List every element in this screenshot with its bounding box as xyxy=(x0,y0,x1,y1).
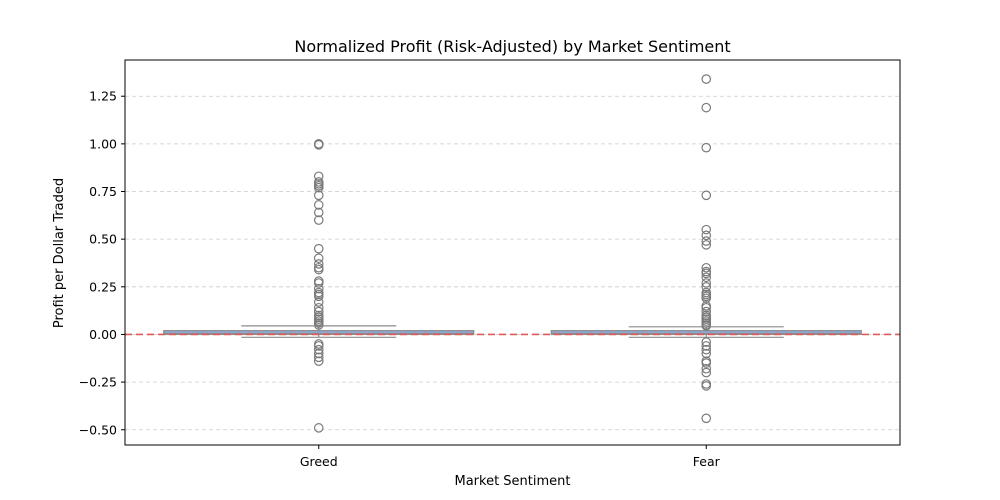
y-tick-label: 0.00 xyxy=(89,327,117,342)
outlier-point xyxy=(313,341,324,351)
outlier-point xyxy=(313,182,324,193)
y-tick-label: 1.25 xyxy=(89,89,117,104)
outlier-point xyxy=(701,230,712,241)
outlier-point xyxy=(701,348,712,359)
y-tick-label: 1.00 xyxy=(89,136,117,151)
outlier-point xyxy=(701,268,712,279)
outlier-point xyxy=(701,337,712,347)
outlier-point xyxy=(313,344,324,355)
outlier-point xyxy=(313,423,324,433)
outlier-point xyxy=(701,413,712,424)
outlier-point xyxy=(313,190,324,201)
outlier-point xyxy=(701,278,712,288)
outlier-point xyxy=(701,302,712,313)
outlier-point xyxy=(313,297,324,307)
outlier-point xyxy=(701,224,712,235)
outlier-point xyxy=(701,142,712,153)
outlier-point xyxy=(313,291,324,302)
outlier-point xyxy=(701,272,712,283)
box-fear xyxy=(550,74,862,424)
outlier-point xyxy=(701,102,712,113)
outlier-point xyxy=(313,253,324,264)
outlier-point xyxy=(701,293,712,304)
outlier-point xyxy=(313,171,324,182)
outlier-point xyxy=(313,283,324,294)
outlier-point xyxy=(701,358,712,368)
x-axis-label: Market Sentiment xyxy=(454,474,570,489)
outlier-point xyxy=(701,381,712,391)
y-tick-label: 0.25 xyxy=(89,279,117,294)
outlier-point xyxy=(313,259,324,269)
outlier-point xyxy=(701,236,712,246)
outlier-point xyxy=(313,200,324,210)
outlier-point xyxy=(313,348,324,359)
outlier-point xyxy=(313,140,324,150)
outlier-point xyxy=(701,344,712,355)
grid-lines xyxy=(125,95,900,431)
outlier-point xyxy=(313,215,324,225)
x-axis-ticks: Greed Fear xyxy=(300,445,721,469)
outlier-point xyxy=(313,264,324,275)
outlier-point xyxy=(313,278,324,288)
outlier-point xyxy=(701,262,712,273)
outlier-point xyxy=(701,363,712,374)
outlier-point xyxy=(701,367,712,378)
outlier-point xyxy=(313,352,324,363)
x-tick-label: Greed xyxy=(300,454,338,469)
outlier-point xyxy=(313,320,324,330)
x-tick-label: Fear xyxy=(693,454,721,469)
chart-title: Normalized Profit (Risk-Adjusted) by Mar… xyxy=(294,37,730,56)
outlier-point xyxy=(701,341,712,351)
outlier-point xyxy=(701,306,712,317)
outlier-point xyxy=(701,379,712,389)
box-greed xyxy=(163,139,475,433)
y-tick-label: −0.25 xyxy=(79,375,117,390)
outlier-point xyxy=(701,240,712,250)
y-tick-label: 0.50 xyxy=(89,232,117,247)
outlier-point xyxy=(313,243,324,254)
outlier-point xyxy=(701,74,712,84)
plot-area-frame xyxy=(124,59,901,446)
outlier-point xyxy=(313,302,324,313)
outlier-point xyxy=(313,306,324,317)
y-axis-label: Profit per Dollar Traded xyxy=(52,178,67,328)
outlier-point xyxy=(313,356,324,366)
outlier-point xyxy=(701,321,712,331)
box-plots xyxy=(163,74,862,433)
y-tick-label: 0.75 xyxy=(89,184,117,199)
y-tick-label: −0.50 xyxy=(79,422,117,437)
y-axis-ticks: −0.50 −0.25 0.00 0.25 0.50 0.75 1.00 1.25 xyxy=(79,89,125,437)
outlier-point xyxy=(701,282,712,292)
outlier-point xyxy=(701,190,712,201)
outlier-point xyxy=(313,207,324,218)
